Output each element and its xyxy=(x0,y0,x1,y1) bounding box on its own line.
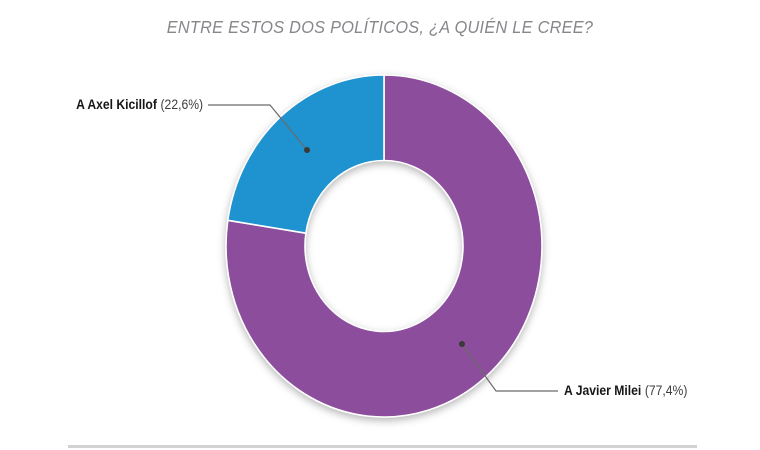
callout-milei: A Javier Milei (77,4%) xyxy=(564,383,687,399)
callout-kicillof: A Axel Kicillof (22,6%) xyxy=(76,97,203,113)
leader-dot-milei xyxy=(459,341,465,347)
donut-slices xyxy=(225,74,543,418)
callout-kicillof-label: A Axel Kicillof xyxy=(76,97,157,112)
donut-slice-a-javier-milei[interactable] xyxy=(225,74,543,418)
chart-title: ENTRE ESTOS DOS POLÍTICOS, ¿A QUIÉN LE C… xyxy=(166,17,594,37)
callout-milei-label: A Javier Milei xyxy=(564,383,642,398)
callout-milei-value: (77,4%) xyxy=(644,383,688,398)
callout-leader-lines xyxy=(208,104,558,392)
leader-line-milei xyxy=(461,343,558,392)
donut-slice-a-axel-kicillof[interactable] xyxy=(226,74,385,234)
callout-kicillof-value: (22,6%) xyxy=(160,97,203,112)
leader-line-kicillof xyxy=(208,104,308,151)
bottom-divider xyxy=(68,445,697,448)
leader-dot-kicillof xyxy=(304,147,310,153)
